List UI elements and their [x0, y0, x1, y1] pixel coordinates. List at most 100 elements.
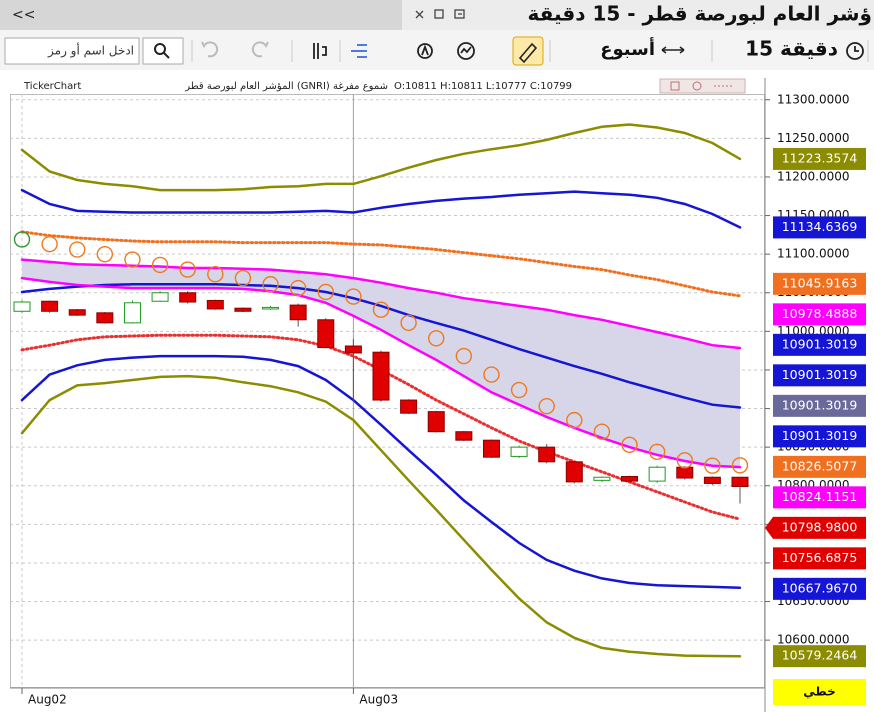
- candle-body: [123, 302, 141, 324]
- indicator-line: [20, 258, 742, 350]
- period-icon: [661, 46, 685, 54]
- price-pointer: [765, 516, 773, 539]
- candle-body: [703, 476, 721, 484]
- sar-point: [621, 436, 638, 454]
- indicator-line: [20, 276, 742, 469]
- info-source: TickerChart: [23, 81, 81, 92]
- indicator-line: [20, 354, 742, 589]
- price-badge-label: 10901.3019: [782, 397, 858, 412]
- candle-body: [234, 307, 252, 312]
- price-badge: [773, 645, 866, 668]
- candle-body: [13, 301, 31, 312]
- sar-point: [676, 452, 693, 469]
- sar-point: [96, 245, 114, 263]
- search-placeholder: ادخل اسم أو رمز: [47, 43, 134, 59]
- window-title: ؤشر العام لبورصة قطر - 15 دقيقة: [527, 2, 872, 26]
- undo-redo-icons[interactable]: [201, 41, 269, 58]
- period-selector[interactable]: أسبوع: [600, 37, 655, 60]
- candle-body: [262, 306, 280, 310]
- sar-point: [69, 241, 86, 258]
- price-badge: [773, 333, 866, 356]
- draw-tool-icon: [518, 42, 538, 64]
- info-name: المؤشر العام لبورصة قطر (GNRI) شموع مفرغ…: [184, 81, 388, 92]
- candle-body: [41, 300, 59, 312]
- sar-point: [538, 398, 555, 415]
- price-badge: [773, 577, 866, 600]
- price-badge: [773, 425, 866, 448]
- candle-body: [565, 461, 583, 483]
- candle-body: [206, 299, 224, 310]
- price-badge-label: 10901.3019: [782, 367, 858, 382]
- scale-mode-box: [773, 679, 866, 705]
- y-tick-label: 11200.0000: [777, 169, 850, 183]
- price-badge: [773, 516, 866, 539]
- sar-point: [317, 283, 334, 301]
- y-tick-label: 11300.0000: [777, 92, 850, 106]
- tab-strip: [0, 0, 402, 30]
- sar-point: [345, 288, 362, 305]
- candle-body: [289, 304, 307, 321]
- band-fill: [22, 259, 740, 468]
- price-badge: [773, 216, 866, 239]
- draw-tool-button[interactable]: [512, 36, 544, 66]
- candle-body: [593, 476, 611, 481]
- price-badge-label: 10901.3019: [782, 428, 858, 443]
- toolbar-separators: [191, 40, 869, 62]
- sar-point: [648, 443, 666, 460]
- price-badge-label: 10824.1151: [782, 489, 858, 504]
- price-badge-label: 10756.6875: [782, 550, 858, 565]
- price-badge-label: 11223.3574: [782, 150, 858, 165]
- x-tick-label: Aug02: [28, 693, 67, 707]
- search-button[interactable]: [142, 37, 184, 65]
- y-tick-label: 10600.0000: [777, 633, 850, 647]
- candle-body: [482, 439, 500, 458]
- interval-selector[interactable]: 15 دقيقة: [745, 37, 838, 61]
- y-tick-label: 11100.0000: [777, 247, 850, 261]
- sar-point: [566, 411, 583, 429]
- price-badge-label: 10667.9670: [782, 580, 858, 595]
- tool-icons[interactable]: [313, 42, 475, 60]
- sar-point: [13, 231, 31, 248]
- sar-point: [455, 347, 473, 365]
- sar-point: [179, 261, 196, 278]
- candle-body: [676, 466, 694, 479]
- price-badge: [773, 394, 866, 417]
- candle-body: [731, 476, 749, 488]
- candle-body: [621, 475, 639, 482]
- price-badge-label: 10978.4888: [782, 306, 858, 321]
- price-badge-label: 10901.3019: [782, 336, 858, 351]
- candle-body: [538, 446, 556, 463]
- panel-controls[interactable]: [659, 78, 746, 94]
- sar-point: [289, 279, 307, 297]
- back-button[interactable]: <<: [12, 7, 35, 23]
- candle-body: [68, 309, 86, 316]
- candle-body: [151, 292, 169, 302]
- search-box[interactable]: [4, 37, 140, 65]
- sar-point: [400, 314, 417, 332]
- x-tick-label: Aug03: [359, 693, 398, 707]
- scale-mode-label[interactable]: خطي: [803, 685, 835, 699]
- price-badge: [773, 486, 866, 509]
- indicator-line: [20, 123, 742, 192]
- dotted-line: [20, 230, 742, 298]
- sar-point: [593, 423, 611, 440]
- info-ohlc: O:10811 H:10811 L:10777 C:10799: [394, 81, 572, 92]
- sar-point: [262, 276, 279, 293]
- y-tick-label: 11250.0000: [777, 131, 850, 145]
- candle-body: [179, 292, 197, 303]
- indicator-line: [20, 188, 742, 229]
- sar-point: [124, 251, 141, 268]
- candle-body: [427, 411, 445, 433]
- price-badge: [773, 364, 866, 387]
- price-badge: [773, 303, 866, 326]
- window-controls[interactable]: [415, 9, 465, 19]
- candle-body: [317, 319, 335, 349]
- sar-point: [428, 330, 445, 347]
- price-badge: [773, 455, 866, 478]
- price-badge: [773, 147, 866, 170]
- price-badge-label: 11045.9163: [782, 275, 858, 290]
- sar-point: [483, 366, 500, 383]
- candle-body: [96, 312, 114, 324]
- price-badge: [773, 547, 866, 570]
